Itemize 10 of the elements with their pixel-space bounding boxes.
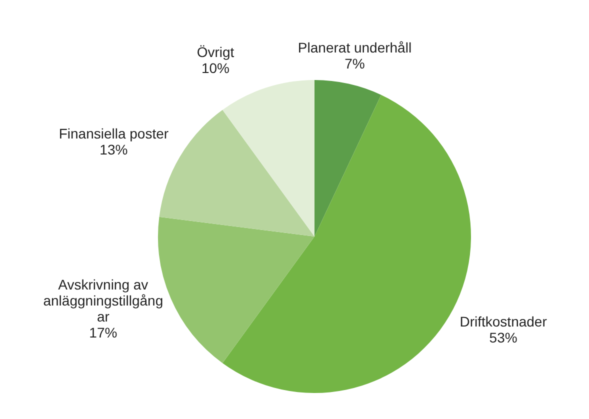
slice-label: Avskrivning av anläggningstillgångar xyxy=(43,276,164,325)
data-label: 17% xyxy=(89,324,118,341)
slice-label: Finansiella poster xyxy=(58,125,169,142)
slice-label: Driftkostnader xyxy=(460,313,548,330)
data-label: 7% xyxy=(344,55,365,72)
slice-label: Övrigt xyxy=(196,44,234,60)
data-label: 53% xyxy=(489,329,518,346)
data-label: 13% xyxy=(100,141,128,158)
data-label: 10% xyxy=(201,60,230,76)
slice-label: Planerat underhåll xyxy=(298,39,412,56)
